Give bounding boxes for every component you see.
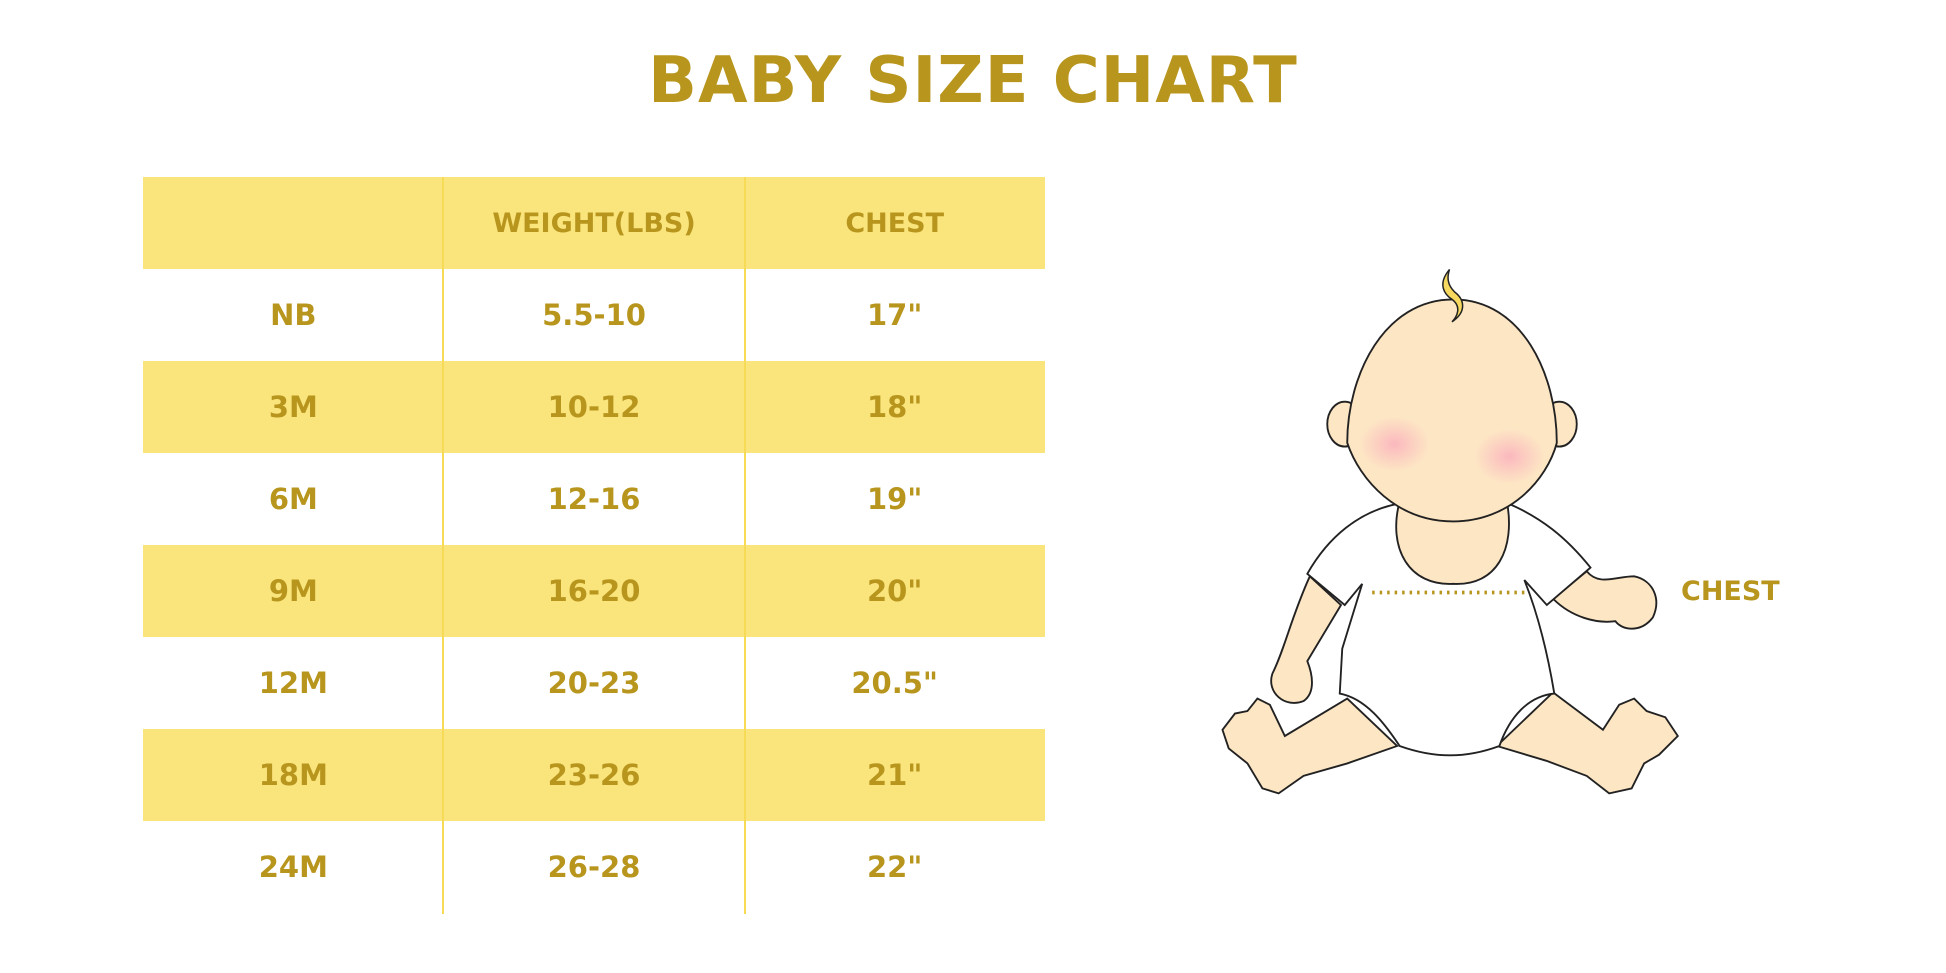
- header-chest: CHEST: [845, 207, 945, 239]
- size-cell: 12M: [258, 666, 328, 700]
- table-row: 18M 23-26 21": [143, 729, 1045, 821]
- left-arm: [1270, 574, 1343, 704]
- right-cheek: [1474, 429, 1545, 485]
- header-weight: WEIGHT(LBS): [492, 207, 696, 239]
- size-cell: 24M: [258, 850, 328, 884]
- column-divider: [744, 177, 746, 914]
- column-divider: [442, 177, 444, 914]
- table-header: WEIGHT(LBS) CHEST: [143, 177, 1045, 269]
- neck: [1395, 500, 1510, 585]
- weight-cell: 23-26: [547, 758, 641, 792]
- chest-cell: 22": [866, 850, 923, 884]
- chest-cell: 20": [866, 574, 923, 608]
- chest-label: CHEST: [1681, 576, 1780, 607]
- hair-curl-icon: [1442, 268, 1464, 323]
- weight-cell: 20-23: [547, 666, 641, 700]
- table-row: NB 5.5-10 17": [143, 269, 1045, 361]
- weight-cell: 16-20: [547, 574, 641, 608]
- size-cell: 9M: [268, 574, 318, 608]
- right-leg: [1495, 691, 1680, 795]
- left-leg: [1221, 697, 1399, 795]
- size-cell: NB: [270, 298, 317, 332]
- left-cheek: [1359, 416, 1430, 472]
- chest-cell: 18": [866, 390, 923, 424]
- table-row: 9M 16-20 20": [143, 545, 1045, 637]
- chest-cell: 17": [866, 298, 923, 332]
- table-row: 6M 12-16 19": [143, 453, 1045, 545]
- table-row: 24M 26-28 22": [143, 821, 1045, 913]
- size-cell: 18M: [258, 758, 328, 792]
- chest-cell: 21": [866, 758, 923, 792]
- size-table: WEIGHT(LBS) CHEST NB 5.5-10 17" 3M 10-12…: [143, 177, 1045, 913]
- table-row: 3M 10-12 18": [143, 361, 1045, 453]
- size-cell: 3M: [268, 390, 318, 424]
- size-cell: 6M: [268, 482, 318, 516]
- page-title: BABY SIZE CHART: [648, 44, 1298, 118]
- chest-cell: 20.5": [851, 666, 939, 700]
- weight-cell: 10-12: [547, 390, 641, 424]
- bodysuit: [1306, 503, 1592, 757]
- weight-cell: 26-28: [547, 850, 641, 884]
- table-row: 12M 20-23 20.5": [143, 637, 1045, 729]
- weight-cell: 12-16: [547, 482, 641, 516]
- right-arm: [1551, 570, 1658, 630]
- head: [1346, 298, 1558, 523]
- weight-cell: 5.5-10: [542, 298, 646, 332]
- chest-cell: 19": [866, 482, 923, 516]
